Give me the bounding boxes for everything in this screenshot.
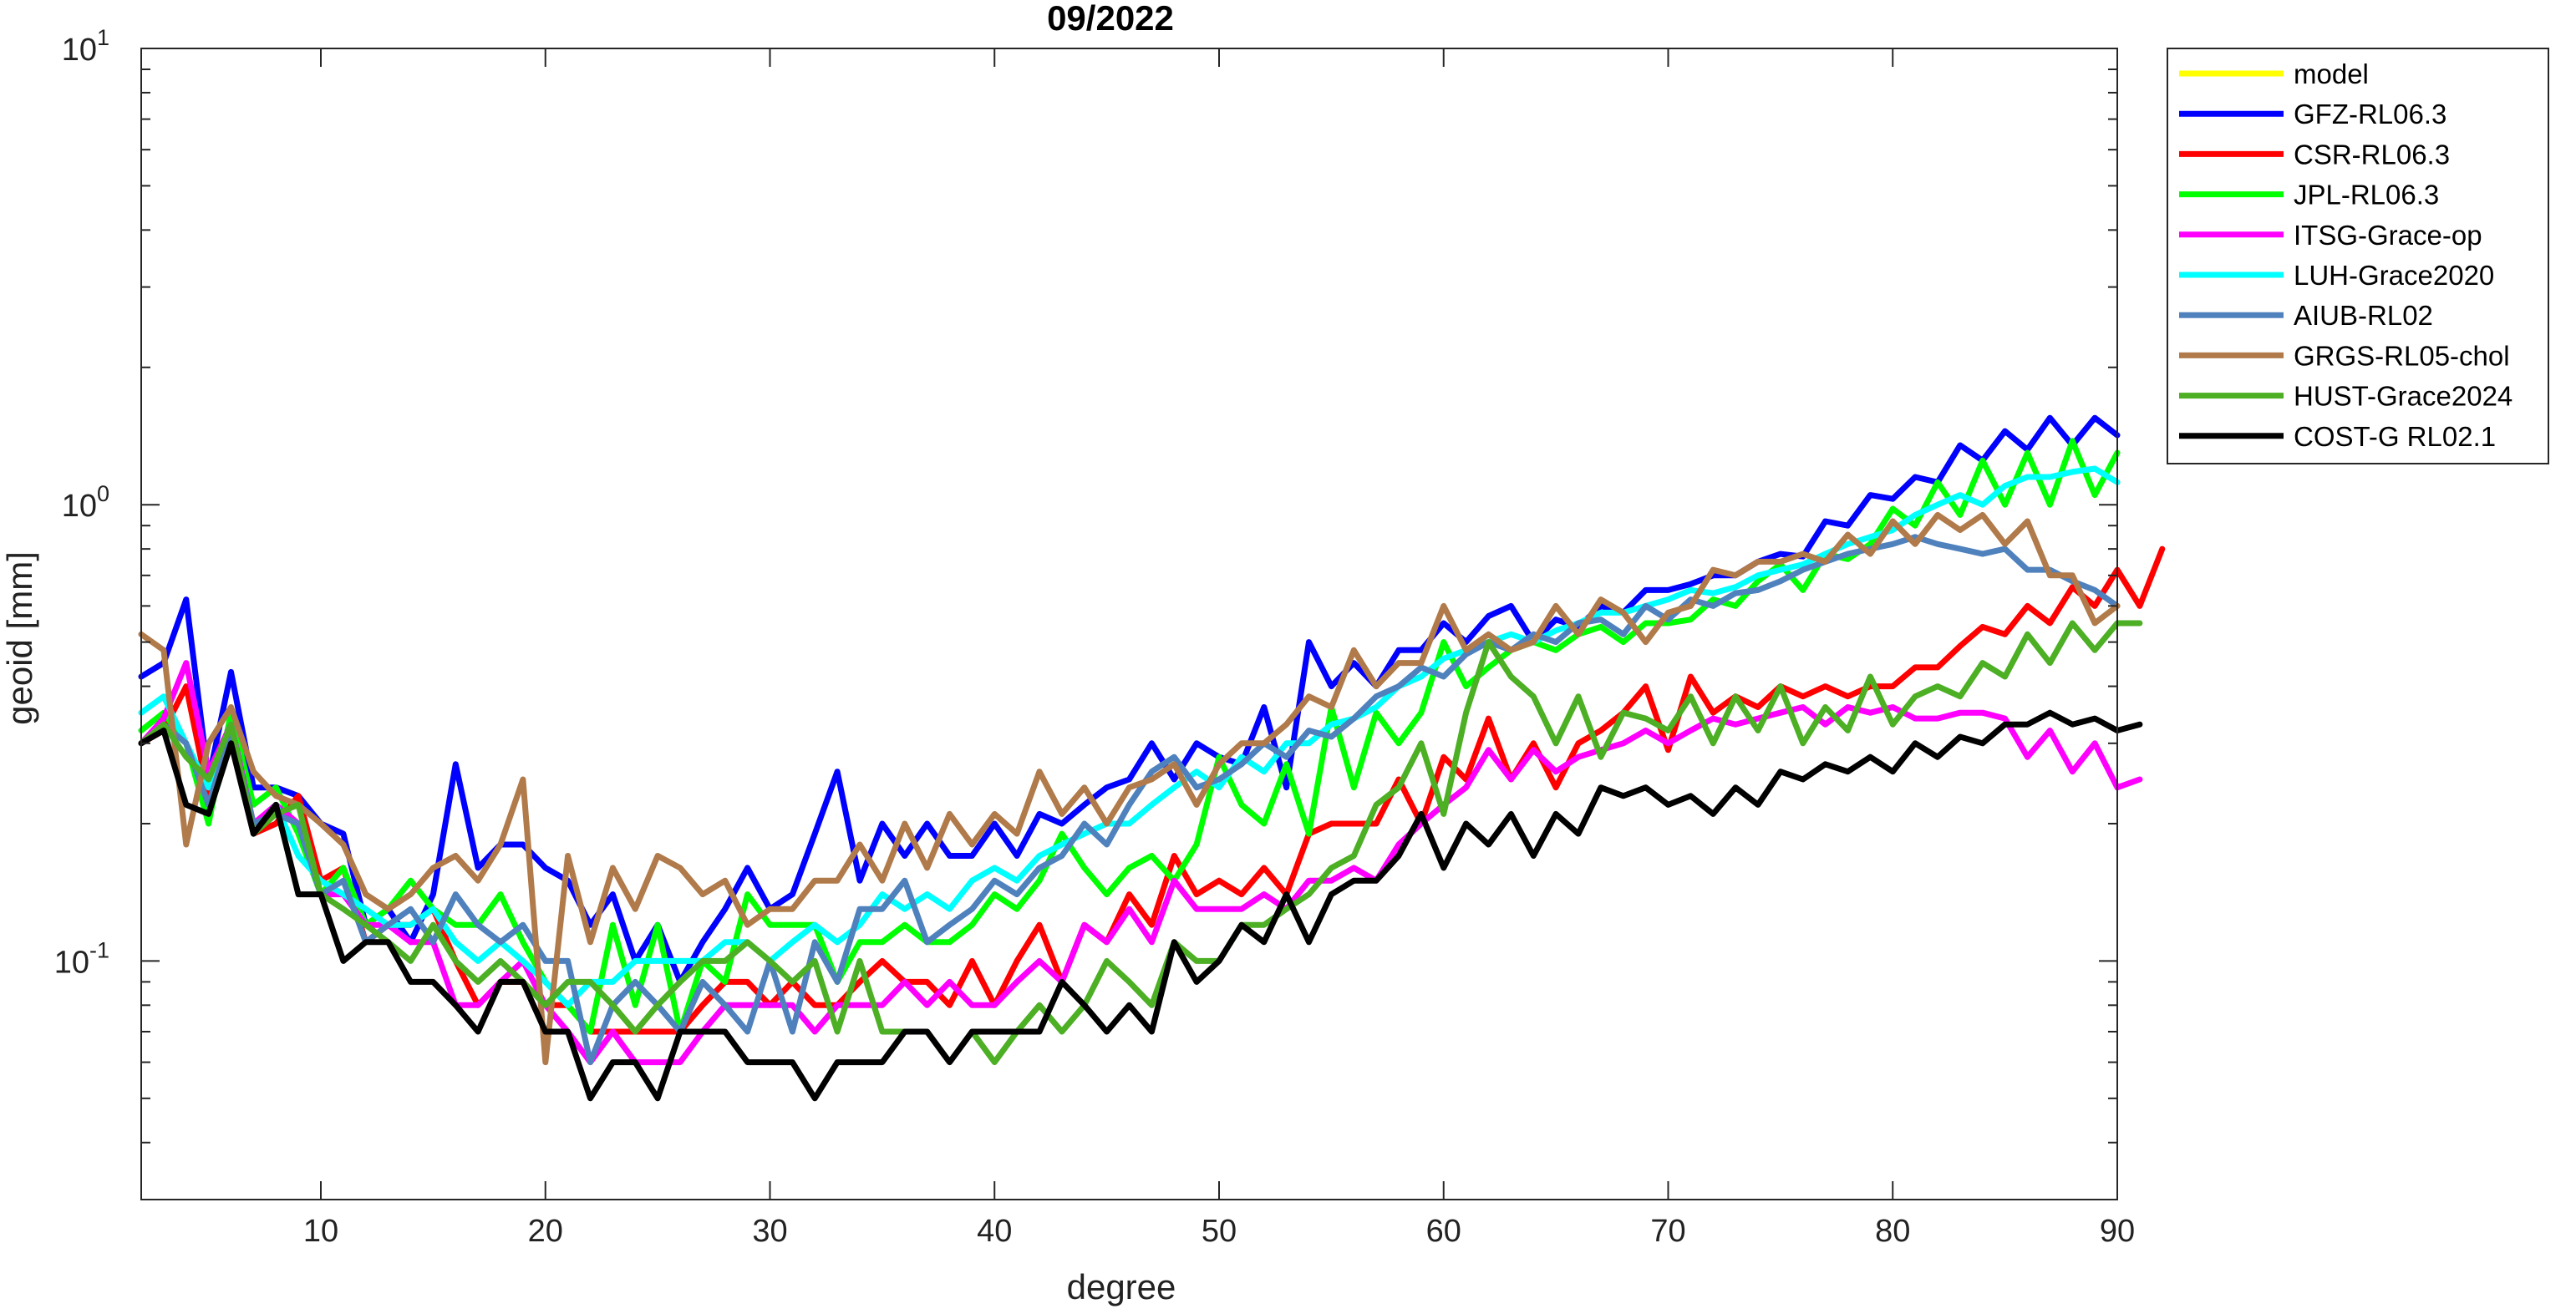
legend-label: model <box>2294 58 2369 89</box>
x-tick-label: 60 <box>1426 1214 1461 1249</box>
plot-area-frame <box>140 48 2118 1200</box>
x-tick-label: 30 <box>752 1214 787 1249</box>
legend-label: HUST-Grace2024 <box>2294 381 2512 412</box>
series-line-luh-grace2020 <box>138 465 2121 1008</box>
x-tick-label: 40 <box>977 1214 1012 1249</box>
legend-label: GRGS-RL05-chol <box>2294 340 2510 371</box>
legend-label: GFZ-RL06.3 <box>2294 99 2446 129</box>
series-line-jpl-rl06-3 <box>138 438 2121 1035</box>
series-line-cost-g-rl02-1 <box>138 709 2143 1102</box>
y-tick-label: 100 <box>62 481 109 524</box>
x-axis-label: degree <box>1067 1267 1176 1306</box>
legend-label: LUH-Grace2020 <box>2294 260 2494 291</box>
legend-label: CSR-RL06.3 <box>2294 139 2450 170</box>
x-tick-label: 10 <box>303 1214 338 1249</box>
x-tick-label: 50 <box>1202 1214 1237 1249</box>
y-tick-label: 10-1 <box>54 937 109 980</box>
y-axis-label: geoid [mm] <box>0 551 39 725</box>
series-line-hust-grace2024 <box>138 620 2143 1066</box>
legend-label: JPL-RL06.3 <box>2294 180 2439 211</box>
legend: model GFZ-RL06.3 CSR-RL06.3 JPL-RL06.3 ITSG-… <box>2167 48 2549 464</box>
x-tick-label: 70 <box>1650 1214 1685 1249</box>
axis-layer: 10 20 30 40 50 60 70 80 90 10-1 100 101 <box>54 25 2135 1249</box>
series-layer <box>138 414 2166 1102</box>
chart-title: 09/2022 <box>1047 0 1174 38</box>
series-line-grgs-rl05-chol <box>138 511 2121 1066</box>
series-line-gfz-rl06-3 <box>138 414 2121 985</box>
series-line-aiub-rl02 <box>138 534 2121 1066</box>
y-tick-label: 101 <box>62 25 109 68</box>
legend-label: AIUB-RL02 <box>2294 300 2433 331</box>
x-tick-label: 90 <box>2100 1214 2135 1249</box>
series-line-itsg-grace-op <box>138 660 2143 1066</box>
legend-label: COST-G RL02.1 <box>2294 421 2496 452</box>
x-tick-label: 80 <box>1875 1214 1910 1249</box>
x-tick-label: 20 <box>528 1214 563 1249</box>
legend-label: ITSG-Grace-op <box>2294 220 2482 251</box>
